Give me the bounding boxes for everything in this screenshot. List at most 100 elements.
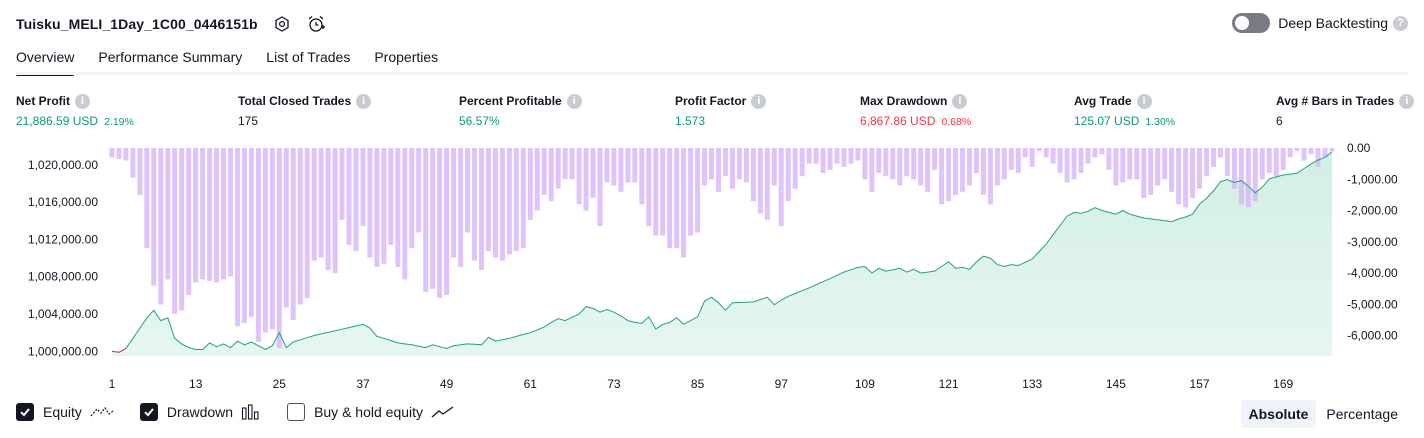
drawdown-bar [1051,148,1056,164]
drawdown-checkbox[interactable] [140,403,158,421]
right-axis-label: -3,000.00 [1347,235,1398,249]
metric-total-closed-trades: Total Closed Trades i 175 [238,93,371,128]
drawdown-bar [1072,148,1077,179]
drawdown-bar [549,148,554,201]
drawdown-bar [340,148,345,220]
drawdown-bar [521,148,526,248]
drawdown-bar [611,148,616,186]
drawdown-bar [367,148,372,258]
buy-hold-checkbox[interactable] [287,403,305,421]
drawdown-bar [1274,148,1279,176]
drawdown-bar [953,148,958,195]
info-icon[interactable]: i [1137,94,1152,109]
drawdown-bar [995,148,1000,186]
alarm-clock-icon[interactable] [306,14,326,34]
drawdown-bar [855,148,860,161]
drawdown-bar [1079,148,1084,173]
legend-drawdown[interactable]: Drawdown [140,403,261,421]
drawdown-bar [137,148,142,195]
help-icon[interactable]: ? [1393,16,1408,31]
metric-avg-trade: Avg Trade i 125.07 USD 1.30% [1074,93,1175,128]
tab-list-of-trades[interactable]: List of Trades [266,46,350,74]
x-axis-label: 145 [1106,377,1126,391]
drawdown-bar [758,148,763,214]
drawdown-bar [1183,148,1188,207]
drawdown-bar [695,148,700,233]
drawdown-bar [395,148,400,267]
drawdown-bar [298,148,303,304]
drawdown-bar [702,148,707,186]
info-icon[interactable]: i [751,94,766,109]
drawdown-bar [200,148,205,279]
drawdown-bar [849,148,854,164]
info-icon[interactable]: i [952,94,967,109]
left-axis-label: 1,020,000.00 [28,158,98,172]
deep-backtesting-toggle[interactable] [1232,13,1270,33]
drawdown-bar [807,148,812,164]
drawdown-bar [214,148,219,283]
tab-bar: Overview Performance Summary List of Tra… [16,46,462,74]
scale-toggle: Absolute Percentage [1239,400,1407,428]
drawdown-bar [1065,148,1070,182]
drawdown-bar [1330,148,1335,151]
drawdown-bar [270,148,275,329]
drawdown-bar [591,148,596,198]
drawdown-bar [1030,148,1035,167]
drawdown-bar [1162,148,1167,179]
left-axis-label: 1,016,000.00 [28,195,98,209]
drawdown-bar [800,148,805,176]
info-icon[interactable]: i [75,94,90,109]
tab-properties[interactable]: Properties [374,46,438,74]
metric-percent-profitable: Percent Profitable i 56.57% [459,93,582,128]
drawdown-bar [228,148,233,276]
drawdown-bar [256,148,261,342]
drawdown-bar [883,148,888,176]
absolute-button[interactable]: Absolute [1241,400,1317,428]
percentage-button[interactable]: Percentage [1318,400,1406,428]
drawdown-bar [1267,148,1272,173]
info-icon[interactable]: i [356,94,371,109]
drawdown-bar [723,148,728,176]
legend-equity[interactable]: Equity [16,403,114,421]
x-axis-label: 25 [273,377,287,391]
info-icon[interactable]: i [567,94,582,109]
drawdown-bar [1120,148,1125,182]
metric-percent: 1.30% [1145,116,1175,128]
drawdown-bar [862,148,867,179]
info-icon[interactable]: i [1399,94,1414,109]
drawdown-bar [716,148,721,192]
right-axis-label: -2,000.00 [1347,204,1398,218]
equity-label: Equity [43,404,82,420]
drawdown-bar [326,148,331,270]
x-axis-label: 109 [855,377,875,391]
drawdown-bar [1113,148,1118,186]
drawdown-bar [1169,148,1174,192]
tab-overview[interactable]: Overview [16,46,74,74]
x-axis-label: 133 [1022,377,1042,391]
tab-divider [16,72,1408,75]
drawdown-bars-icon [241,404,261,420]
drawdown-bar [660,148,665,236]
legend-buy-hold[interactable]: Buy & hold equity [287,403,455,421]
drawdown-bar [674,148,679,248]
metric-value: 6 [1276,114,1283,128]
drawdown-bar [151,148,156,286]
equity-drawdown-chart[interactable]: 1,000,000.00 1,004,000.00 1,008,000.00 1,01… [0,140,1424,395]
left-axis-label: 1,004,000.00 [28,307,98,321]
equity-checkbox[interactable] [16,403,34,421]
drawdown-bar [1316,148,1321,167]
metric-percent: 2.19% [104,116,134,128]
tab-performance-summary[interactable]: Performance Summary [98,46,242,74]
deep-backtesting-control: Deep Backtesting ? [1232,13,1408,33]
settings-icon[interactable] [272,14,292,34]
drawdown-bar [1099,148,1104,154]
drawdown-bar [186,148,191,295]
drawdown-bar [1148,148,1153,195]
drawdown-bar [465,148,470,233]
drawdown-bar [1211,148,1216,167]
drawdown-bar [479,148,484,270]
drawdown-bar [1176,148,1181,204]
drawdown-bar [242,148,247,323]
drawdown-bar [528,148,533,220]
drawdown-bar [423,148,428,292]
